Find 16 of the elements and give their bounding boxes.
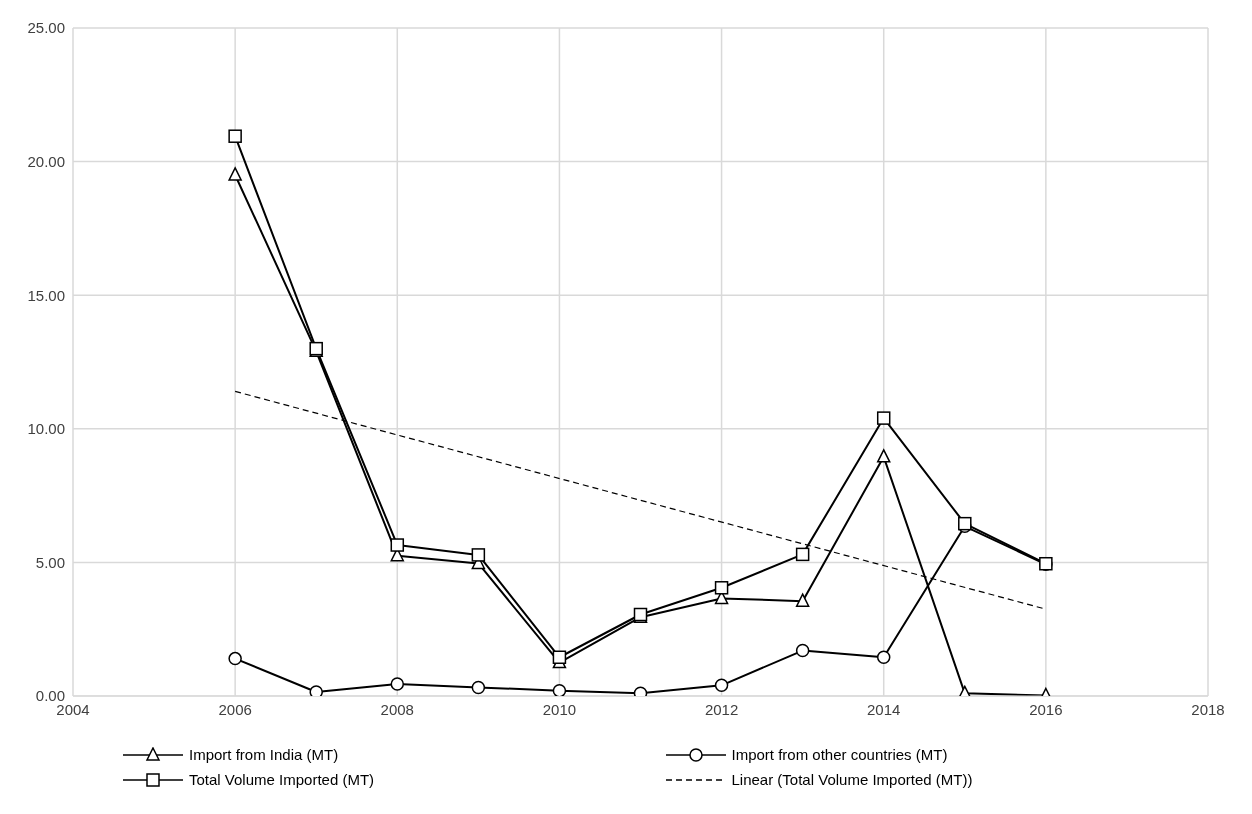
y-tick-label: 25.00 (27, 19, 65, 37)
x-tick-label: 2018 (1191, 700, 1225, 718)
legend-label: Import from other countries (MT) (731, 746, 948, 763)
y-tick-label: 20.00 (27, 152, 65, 170)
y-tick-label: 15.00 (27, 286, 65, 304)
x-tick-label: 2010 (542, 700, 577, 718)
legend-label: Total Volume Imported (MT) (189, 771, 375, 788)
y-tick-label: 10.00 (27, 420, 65, 438)
x-tick-label: 2014 (867, 700, 901, 718)
legend-label: Linear (Total Volume Imported (MT)) (731, 771, 973, 788)
x-tick-label: 2012 (704, 700, 739, 718)
y-tick-label: 5.00 (35, 553, 65, 571)
x-tick-label: 2006 (218, 700, 252, 718)
legend-label: Import from India (MT) (189, 746, 339, 763)
x-tick-label: 2008 (380, 700, 414, 718)
x-tick-label: 2016 (1029, 700, 1063, 718)
